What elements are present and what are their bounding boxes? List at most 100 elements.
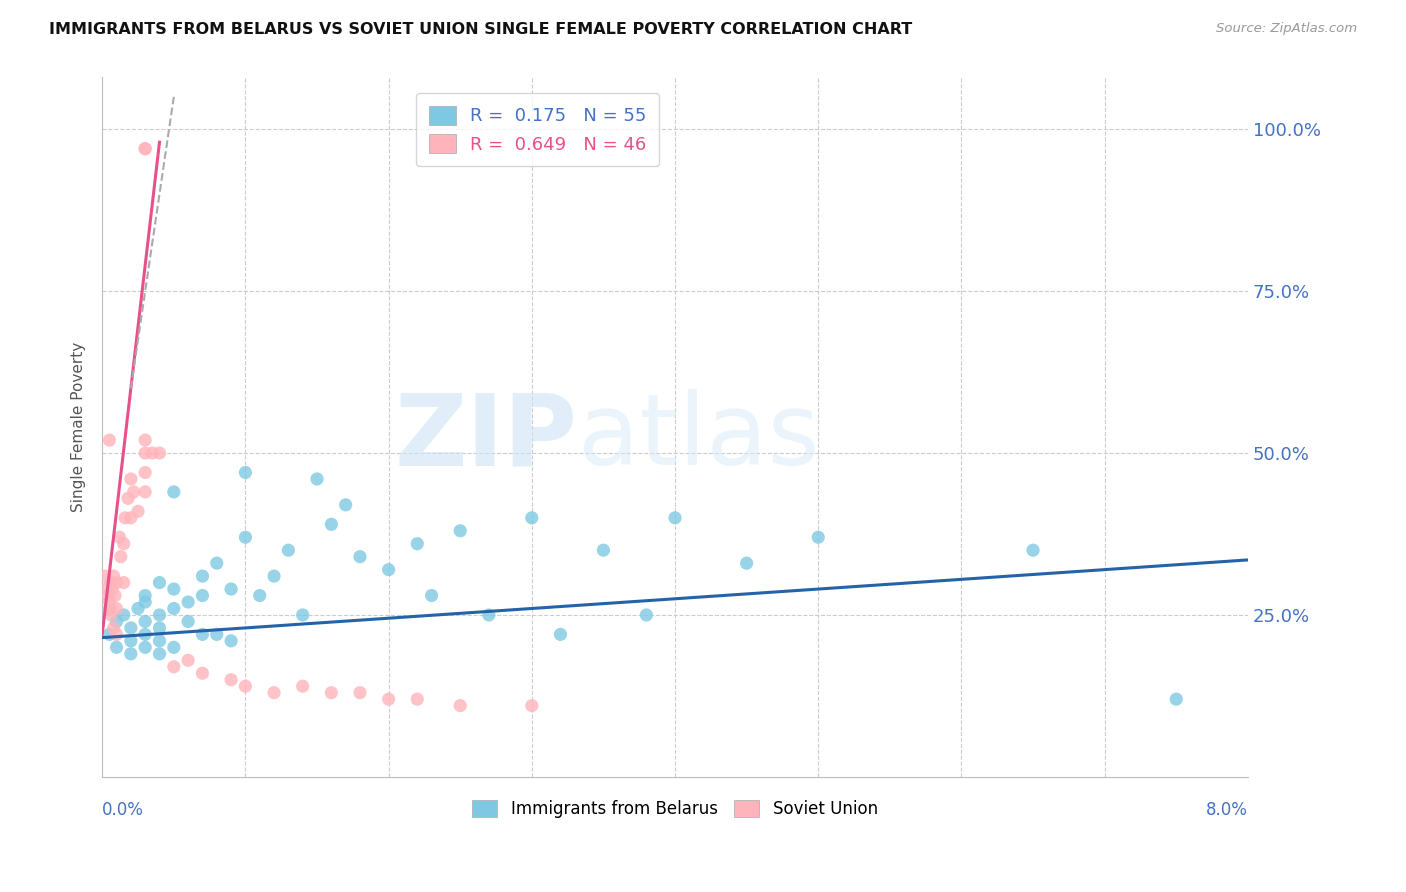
Point [1022, 543, 1045, 558]
Point [134, 466, 156, 480]
Point [520, 511, 543, 525]
Point [117, 491, 139, 506]
Point [449, 524, 471, 538]
Point [105, 575, 128, 590]
Point [321, 686, 343, 700]
Point [420, 589, 443, 603]
Point [112, 575, 135, 590]
Point [177, 595, 200, 609]
Point [105, 601, 128, 615]
Point [177, 615, 200, 629]
Point [134, 446, 156, 460]
Point [664, 511, 686, 525]
Point [103, 621, 125, 635]
Point [219, 633, 242, 648]
Point [205, 556, 228, 570]
Point [249, 589, 271, 603]
Point [98, 627, 121, 641]
Point [108, 530, 131, 544]
Point [163, 660, 186, 674]
Text: ZIP: ZIP [395, 389, 578, 486]
Point [807, 530, 830, 544]
Point [478, 607, 501, 622]
Point [105, 640, 128, 655]
Point [105, 627, 128, 641]
Point [148, 446, 170, 460]
Point [100, 607, 122, 622]
Point [291, 607, 314, 622]
Point [735, 556, 758, 570]
Point [148, 647, 170, 661]
Point [592, 543, 614, 558]
Point [134, 589, 156, 603]
Point [134, 595, 156, 609]
Point [110, 549, 132, 564]
Point [105, 615, 128, 629]
Point [134, 640, 156, 655]
Point [98, 433, 121, 447]
Point [219, 582, 242, 596]
Point [122, 484, 145, 499]
Point [134, 142, 156, 156]
Text: Source: ZipAtlas.com: Source: ZipAtlas.com [1216, 22, 1357, 36]
Point [291, 679, 314, 693]
Point [163, 484, 186, 499]
Point [263, 569, 285, 583]
Point [219, 673, 242, 687]
Point [104, 589, 127, 603]
Point [550, 627, 572, 641]
Point [127, 504, 149, 518]
Point [349, 686, 371, 700]
Text: 0.0%: 0.0% [103, 801, 143, 820]
Point [120, 647, 142, 661]
Point [134, 142, 156, 156]
Point [103, 569, 125, 583]
Y-axis label: Single Female Poverty: Single Female Poverty [72, 342, 86, 512]
Point [148, 575, 170, 590]
Point [235, 530, 257, 544]
Point [101, 582, 124, 596]
Point [335, 498, 357, 512]
Point [94, 569, 117, 583]
Text: atlas: atlas [578, 389, 820, 486]
Text: IMMIGRANTS FROM BELARUS VS SOVIET UNION SINGLE FEMALE POVERTY CORRELATION CHART: IMMIGRANTS FROM BELARUS VS SOVIET UNION … [49, 22, 912, 37]
Point [191, 627, 214, 641]
Point [120, 472, 142, 486]
Point [96, 582, 118, 596]
Point [177, 653, 200, 667]
Point [191, 569, 214, 583]
Point [148, 621, 170, 635]
Point [148, 633, 170, 648]
Point [163, 582, 186, 596]
Point [97, 589, 120, 603]
Point [98, 601, 121, 615]
Point [205, 627, 228, 641]
Point [98, 595, 121, 609]
Point [520, 698, 543, 713]
Point [377, 692, 399, 706]
Point [134, 615, 156, 629]
Point [636, 607, 658, 622]
Point [191, 589, 214, 603]
Point [163, 640, 186, 655]
Point [134, 484, 156, 499]
Point [120, 511, 142, 525]
Point [305, 472, 328, 486]
Point [1166, 692, 1188, 706]
Point [377, 563, 399, 577]
Point [114, 511, 136, 525]
Point [134, 433, 156, 447]
Point [263, 686, 285, 700]
Point [349, 549, 371, 564]
Point [235, 679, 257, 693]
Point [406, 537, 429, 551]
Point [277, 543, 299, 558]
Point [163, 601, 186, 615]
Point [112, 607, 135, 622]
Point [141, 446, 163, 460]
Point [127, 601, 149, 615]
Point [235, 466, 257, 480]
Point [100, 575, 122, 590]
Point [321, 517, 343, 532]
Point [148, 607, 170, 622]
